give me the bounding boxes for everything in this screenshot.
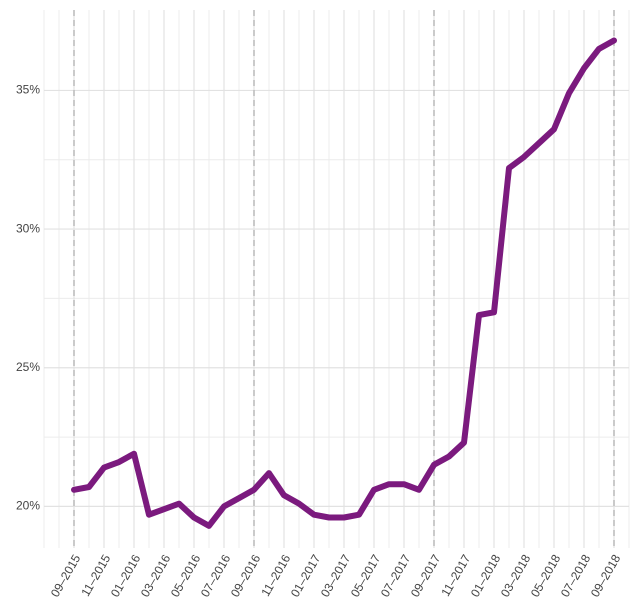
y-tick-label: 20% [16,499,40,513]
y-tick-label: 25% [16,360,40,374]
x-tick-label: 09–2018 [588,552,624,600]
y-tick-label: 35% [16,83,40,97]
y-tick-label: 30% [16,221,40,235]
line-series [71,37,617,529]
